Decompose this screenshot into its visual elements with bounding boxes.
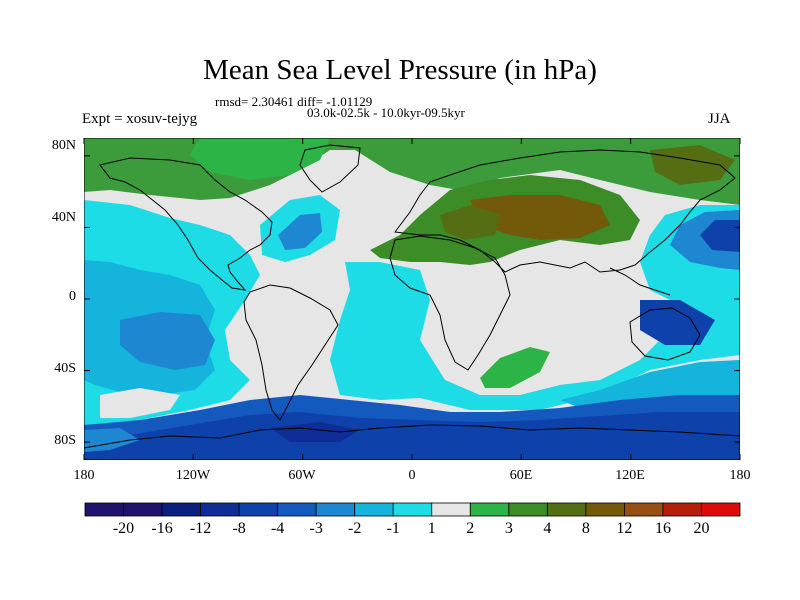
field-northeast-asia-positive (650, 145, 735, 185)
colorbar-label: 8 (581, 520, 590, 537)
colorbar-swatch (200, 502, 240, 517)
colorbar-label: 12 (616, 520, 633, 537)
field-east-pacific-core (120, 312, 215, 370)
field-arctic-core (190, 138, 330, 180)
colorbar-label: 2 (466, 520, 475, 537)
colorbar-swatch (469, 502, 510, 517)
field-north-atlantic-core (278, 213, 322, 250)
colorbar-swatch (123, 502, 163, 517)
field-southern-ocean-core (270, 422, 360, 442)
period-label: 03.0k-02.5k - 10.0kyr-09.5kyr (307, 105, 465, 120)
colorbar-swatch (161, 502, 201, 517)
field-north-pacific-core (700, 220, 740, 252)
field-asia-core (470, 195, 610, 240)
coast-south-america (243, 284, 339, 421)
coast-africa (389, 235, 511, 371)
lat-label: 0 (69, 289, 76, 304)
colorbar-label: -4 (270, 520, 285, 537)
lat-label: 80N (51, 138, 76, 153)
field-south-atlantic-positive (480, 347, 550, 388)
colorbar-label: 3 (504, 520, 513, 537)
colorbar-label: 20 (693, 520, 710, 537)
lon-label: 180 (73, 468, 95, 483)
colorbar-label: -16 (151, 520, 173, 537)
coast-maritime-continent (609, 267, 671, 296)
colorbar-label: 1 (427, 520, 436, 537)
colorbar-swatch (662, 502, 702, 517)
field-far-east-pacific-core (640, 300, 715, 345)
stats-label: rmsd= 2.30461 diff= -1.01129 (215, 94, 373, 109)
colorbar-label: -1 (386, 520, 400, 537)
colorbar-swatch (624, 502, 664, 517)
lon-label: 120E (615, 468, 645, 483)
colorbar-label: -8 (232, 520, 246, 537)
colorbar-label: -3 (309, 520, 323, 537)
colorbar-swatch (701, 502, 741, 517)
colorbar-swatch (431, 502, 471, 517)
field-tropical-atlantic-negative (330, 262, 740, 410)
colorbar-swatch (277, 502, 317, 517)
chart-title: Mean Sea Level Pressure (in hPa) (203, 54, 597, 86)
coast-antarctica (84, 424, 740, 449)
lon-label: 120W (175, 468, 211, 483)
colorbar-swatch (354, 502, 394, 517)
experiment-label: Expt = xosuv-tejyg (82, 111, 198, 127)
lon-label: 60W (288, 468, 316, 483)
season-label: JJA (708, 111, 731, 127)
colorbar-swatch (508, 502, 548, 517)
coastlines (84, 144, 740, 449)
colorbar-swatch (84, 502, 124, 517)
field-southern-ocean-mid (84, 412, 740, 460)
colorbar-label: 16 (654, 520, 671, 537)
lon-label: 0 (408, 468, 416, 483)
colorbar-swatch (238, 502, 279, 517)
field-asia-inner (440, 205, 500, 240)
colorbar-swatch (546, 502, 587, 517)
lat-label: 40N (51, 210, 76, 225)
colorbar-swatch (585, 502, 625, 517)
lon-label: 180 (729, 468, 751, 483)
colorbar-label: -20 (112, 520, 135, 537)
colorbar-swatch (315, 502, 356, 517)
colorbar-swatch (392, 502, 433, 517)
colorbar-label: -12 (189, 520, 212, 537)
lon-label: 60E (509, 468, 533, 483)
coast-greenland (299, 144, 361, 193)
colorbar-label: -2 (348, 520, 362, 537)
field-neutral-pacific-patch (100, 388, 180, 418)
lat-label: 80S (54, 433, 76, 448)
colorbar-label: 4 (543, 520, 552, 537)
lat-label: 40S (54, 361, 76, 376)
coast-australia (629, 307, 701, 361)
axis-ticks (83, 138, 741, 460)
coast-north-america (99, 157, 273, 291)
